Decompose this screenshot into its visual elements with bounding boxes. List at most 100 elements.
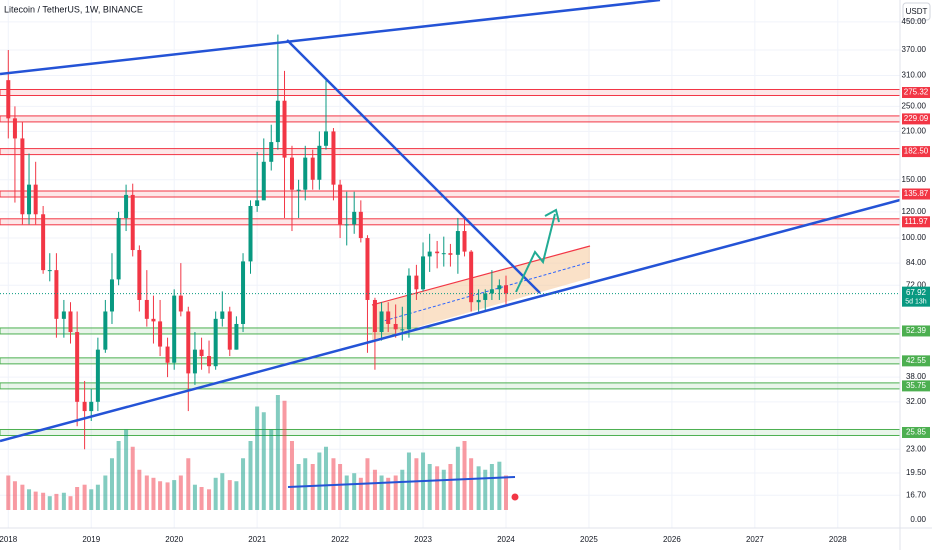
level-label: 275.32 <box>904 88 929 97</box>
volume-bar <box>213 477 218 510</box>
level-band <box>0 218 901 226</box>
candle-body <box>103 311 108 350</box>
volume-bar <box>89 489 94 510</box>
candle-body <box>269 142 274 162</box>
level-label-box <box>902 216 930 228</box>
level-label: 182.50 <box>904 147 929 156</box>
volume-bar <box>448 464 453 510</box>
level-label: 42.55 <box>906 356 927 365</box>
candle-body <box>365 238 370 300</box>
volume-bar <box>68 496 73 510</box>
volume-bar <box>165 482 170 510</box>
volume-bar <box>503 475 508 510</box>
x-tick-label: 2025 <box>580 535 598 544</box>
candles <box>6 34 508 450</box>
candle-body <box>137 250 142 300</box>
volume-bar <box>151 477 156 510</box>
candle-body <box>275 100 280 143</box>
y-tick-label: 23.00 <box>906 444 927 453</box>
candle-body <box>61 311 66 319</box>
currency-button[interactable] <box>902 2 931 21</box>
volume-bar <box>352 473 357 510</box>
candle-body <box>372 299 377 333</box>
y-tick-label: 370.00 <box>902 45 927 54</box>
y-tick-label: 84.00 <box>906 258 927 267</box>
volume-bar <box>158 481 163 510</box>
volume-bar <box>400 469 405 510</box>
candle-body <box>227 311 232 350</box>
candle-body <box>116 217 121 280</box>
channel-mid <box>379 261 591 323</box>
volume-bar <box>33 491 38 510</box>
y-tick-label: 310.00 <box>902 71 927 80</box>
candle-body <box>248 205 253 262</box>
candle-body <box>186 311 191 374</box>
candle-body <box>303 157 308 190</box>
x-tick-label: 2020 <box>165 535 183 544</box>
candle-body <box>207 356 212 367</box>
volume-bar <box>323 446 328 510</box>
level-band <box>0 357 901 365</box>
volume-bar <box>41 492 46 510</box>
candle-body <box>130 194 135 251</box>
candle-body <box>6 80 11 119</box>
volume-bar <box>130 446 135 510</box>
candle-body <box>469 251 474 303</box>
candle-body <box>82 401 87 412</box>
y-tick-label: 150.00 <box>902 175 927 184</box>
volume-bar <box>393 475 398 510</box>
y-tick-label: 210.00 <box>902 127 927 136</box>
candle-body <box>289 157 294 190</box>
candle-body <box>414 275 419 290</box>
level-label-box <box>902 86 930 98</box>
candle-body <box>54 270 59 319</box>
volume-bar <box>435 466 440 510</box>
candle-body <box>435 251 440 254</box>
candle-body <box>27 184 32 215</box>
volume-bar <box>124 429 129 510</box>
axis: 450.00 370.00 310.00 250.00 210.00 150.00 120.… <box>0 17 930 544</box>
level-label: 111.97 <box>904 217 928 226</box>
volume-bar <box>227 480 232 510</box>
candle-body <box>192 349 197 374</box>
y-tick-label: 450.00 <box>902 17 927 26</box>
candle-body <box>178 295 183 312</box>
chart-title: Litecoin / TetherUS, 1W, BINANCE <box>4 4 143 14</box>
candle-body <box>165 346 170 363</box>
volume-bar <box>248 441 253 510</box>
candle-body <box>489 289 494 294</box>
candle-body <box>241 261 246 324</box>
volume-bar <box>483 469 488 510</box>
volume-bar <box>186 458 191 510</box>
level-label: 229.09 <box>904 114 929 123</box>
candle-body <box>20 138 25 215</box>
candle-body <box>213 318 218 367</box>
volume-bar <box>372 469 377 510</box>
volume-bar <box>469 458 474 510</box>
candle-body <box>455 231 460 255</box>
x-tick-label: 2021 <box>248 535 266 544</box>
volume-bar <box>317 452 322 510</box>
level-band <box>0 382 901 390</box>
y-tick-label: 32.00 <box>906 397 927 406</box>
level-label-box <box>902 188 930 200</box>
candle-body <box>255 200 260 206</box>
volume-bar <box>178 475 183 510</box>
volume-bar <box>82 484 87 510</box>
level-band <box>0 428 901 436</box>
candle-body <box>462 231 467 252</box>
currency-label[interactable]: USDT <box>906 7 928 16</box>
x-tick-label: 2018 <box>0 535 18 544</box>
volume-bar <box>137 469 142 510</box>
candle-body <box>282 100 287 158</box>
y-tick-label: 100.00 <box>902 233 927 242</box>
level-label-box <box>902 325 930 337</box>
volume-zero-label: 0.00 <box>910 515 926 524</box>
volume-bar <box>255 406 260 510</box>
event-icon[interactable] <box>510 492 520 502</box>
volume-bar <box>338 464 343 510</box>
candle-body <box>220 311 225 319</box>
y-tick-label: 120.00 <box>902 207 927 216</box>
candle-body <box>421 256 426 290</box>
y-tick-label: 16.70 <box>906 490 927 499</box>
